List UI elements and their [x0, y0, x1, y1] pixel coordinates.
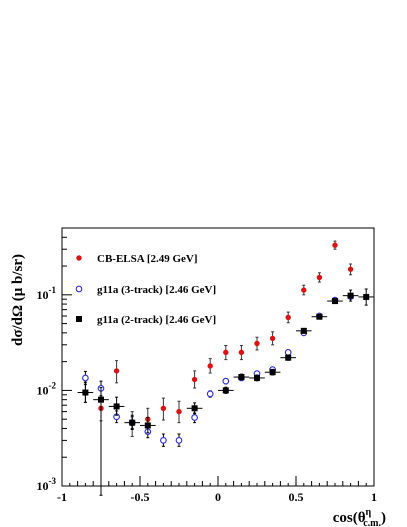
- data-point: [269, 369, 276, 376]
- data-marks: [77, 240, 374, 496]
- plot-area-frame: [61, 227, 375, 487]
- x-tick-label: 0: [215, 490, 221, 504]
- data-point: [82, 389, 89, 396]
- data-point: [191, 376, 198, 383]
- data-point: [191, 414, 198, 421]
- data-point: [254, 374, 260, 381]
- data-point: [332, 242, 338, 248]
- data-point: [160, 405, 167, 411]
- data-point: [300, 327, 307, 334]
- y-tick-label: 10-3: [37, 476, 57, 493]
- x-tick-label: 0.5: [289, 490, 304, 504]
- data-point: [238, 349, 245, 356]
- x-tick-label: -0.5: [131, 490, 150, 504]
- x-tick-label: -1: [57, 490, 67, 504]
- series-3: [77, 288, 374, 496]
- data-point: [332, 298, 338, 305]
- data-point: [316, 313, 323, 320]
- data-point: [269, 335, 276, 342]
- legend-label: g11a (2-track) [2.46 GeV]: [97, 314, 216, 326]
- data-point: [160, 437, 167, 444]
- series-1: [82, 240, 354, 437]
- data-point: [144, 422, 151, 429]
- y-axis-title: dσ/dΩ (μ b/sr): [10, 254, 26, 346]
- data-point: [347, 292, 354, 299]
- data-point: [301, 287, 307, 293]
- data-point: [222, 387, 229, 394]
- x-axis-title: cos(θη c.m.): [333, 507, 386, 527]
- axis-ticks: -1 -0.5 0 0.5 1 10-3 10-2 10-1: [37, 227, 377, 504]
- data-point: [82, 374, 89, 382]
- data-point: [316, 274, 323, 281]
- data-point: [129, 419, 136, 426]
- data-point: [191, 405, 198, 412]
- legend-marker: [76, 255, 82, 261]
- data-point: [113, 368, 120, 374]
- y-tick-label: 10-1: [37, 285, 57, 302]
- data-point: [363, 293, 370, 300]
- data-point: [285, 314, 291, 321]
- data-point: [285, 354, 292, 361]
- legend-marker: [76, 316, 82, 322]
- data-point: [98, 396, 104, 403]
- data-point: [207, 363, 213, 369]
- data-point: [175, 437, 183, 444]
- data-point: [176, 408, 182, 415]
- legend-marker: [75, 285, 83, 293]
- plot-frame: [61, 227, 375, 487]
- x-tick-label: 1: [371, 490, 377, 504]
- data-point: [347, 266, 354, 272]
- legend-label: CB-ELSA [2.49 GeV]: [97, 253, 198, 265]
- data-point: [254, 340, 260, 347]
- y-tick-label: 10-2: [37, 380, 57, 397]
- data-point: [284, 349, 292, 356]
- legend: CB-ELSA [2.49 GeV] g11a (3-track) [2.46 G…: [75, 253, 216, 326]
- data-point: [113, 403, 120, 410]
- data-point: [238, 374, 245, 381]
- data-point: [222, 377, 230, 385]
- legend-label: g11a (3-track) [2.46 GeV]: [97, 284, 216, 296]
- data-point: [223, 349, 229, 356]
- data-point: [206, 390, 214, 398]
